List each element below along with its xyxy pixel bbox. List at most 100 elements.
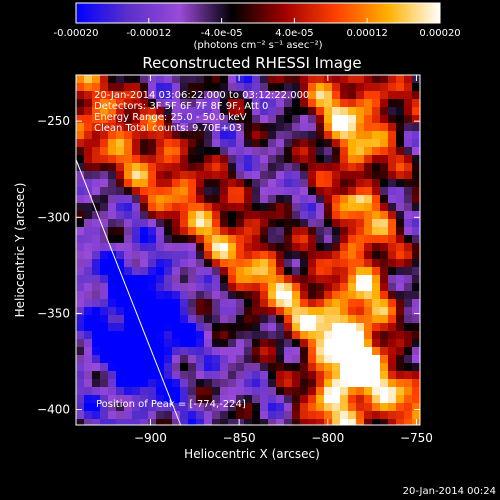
- heatmap-cell: [156, 387, 165, 396]
- heatmap-cell: [196, 299, 205, 308]
- heatmap-cell: [156, 315, 165, 324]
- heatmap-cell: [188, 307, 197, 316]
- heatmap-cell: [396, 411, 405, 420]
- heatmap-cell: [84, 155, 93, 164]
- heatmap-cell: [148, 83, 157, 92]
- heatmap-cell: [132, 283, 141, 292]
- heatmap-cell: [276, 187, 285, 196]
- heatmap-cell: [124, 307, 133, 316]
- heatmap-cell: [196, 307, 205, 316]
- heatmap-cell: [228, 315, 237, 324]
- heatmap-cell: [292, 235, 301, 244]
- heatmap-cell: [284, 275, 293, 284]
- heatmap-cell: [396, 371, 405, 380]
- heatmap-cell: [236, 411, 245, 420]
- heatmap-cell: [116, 211, 125, 220]
- heatmap-cell: [196, 203, 205, 212]
- heatmap-cell: [196, 363, 205, 372]
- heatmap-cell: [140, 251, 149, 260]
- heatmap-cell: [148, 371, 157, 380]
- heatmap-cell: [196, 91, 205, 100]
- heatmap-cell: [116, 419, 125, 425]
- heatmap-cell: [348, 251, 357, 260]
- heatmap-cell: [204, 243, 213, 252]
- heatmap-cell: [348, 243, 357, 252]
- heatmap-cell: [276, 267, 285, 276]
- heatmap-cell: [252, 83, 261, 92]
- heatmap-cell: [276, 323, 285, 332]
- heatmap-cell: [180, 147, 189, 156]
- heatmap-cell: [388, 291, 397, 300]
- heatmap-cell: [172, 83, 181, 92]
- heatmap-cell: [340, 203, 349, 212]
- heatmap-cell: [188, 235, 197, 244]
- heatmap-cell: [236, 275, 245, 284]
- heatmap-cell: [236, 371, 245, 380]
- heatmap-cell: [84, 371, 93, 380]
- heatmap-cell: [292, 195, 301, 204]
- heatmap-cell: [220, 315, 229, 324]
- heatmap-cell: [212, 387, 221, 396]
- heatmap-cell: [356, 339, 365, 348]
- heatmap-cell: [108, 131, 117, 140]
- heatmap-cell: [220, 387, 229, 396]
- heatmap-cell: [172, 251, 181, 260]
- heatmap-cell: [300, 91, 309, 100]
- heatmap-cell: [212, 379, 221, 388]
- heatmap-cell: [324, 395, 333, 404]
- heatmap-cell: [76, 323, 85, 332]
- heatmap-cell: [228, 387, 237, 396]
- heatmap-cell: [356, 227, 365, 236]
- heatmap-cell: [140, 171, 149, 180]
- heatmap-cell: [244, 315, 253, 324]
- heatmap-cell: [180, 355, 189, 364]
- heatmap-cell: [116, 347, 125, 356]
- heatmap-cell: [332, 283, 341, 292]
- heatmap-cell: [324, 371, 333, 380]
- colorbar-tick-label: 0.00012: [347, 28, 388, 39]
- heatmap-cell: [220, 195, 229, 204]
- heatmap-cell: [364, 275, 373, 284]
- heatmap-cell: [380, 323, 389, 332]
- heatmap-cell: [260, 291, 269, 300]
- heatmap-cell: [396, 219, 405, 228]
- heatmap-cell: [372, 99, 381, 108]
- heatmap-cell: [220, 227, 229, 236]
- heatmap-cell: [284, 347, 293, 356]
- heatmap-cell: [108, 339, 117, 348]
- heatmap-cell: [252, 107, 261, 116]
- heatmap-cell: [372, 267, 381, 276]
- heatmap-cell: [308, 275, 317, 284]
- heatmap-cell: [340, 171, 349, 180]
- heatmap-cell: [108, 195, 117, 204]
- heatmap-cell: [260, 91, 269, 100]
- heatmap-cell: [236, 299, 245, 308]
- heatmap-cell: [196, 99, 205, 108]
- heatmap-cell: [196, 219, 205, 228]
- heatmap-cell: [124, 211, 133, 220]
- heatmap-cell: [212, 275, 221, 284]
- heatmap-cell: [212, 355, 221, 364]
- heatmap-cell: [332, 91, 341, 100]
- heatmap-cell: [108, 155, 117, 164]
- heatmap-cell: [388, 179, 397, 188]
- heatmap-cell: [308, 131, 317, 140]
- heatmap-cell: [388, 187, 397, 196]
- heatmap-cell: [164, 379, 173, 388]
- heatmap-cell: [228, 419, 237, 425]
- heatmap-cell: [412, 379, 420, 388]
- heatmap-cell: [236, 147, 245, 156]
- heatmap-cell: [220, 283, 229, 292]
- heatmap-cell: [324, 203, 333, 212]
- heatmap-cell: [76, 147, 85, 156]
- heatmap-cell: [284, 299, 293, 308]
- heatmap-cell: [100, 243, 109, 252]
- heatmap-cell: [116, 243, 125, 252]
- heatmap-cell: [164, 363, 173, 372]
- heatmap-cell: [212, 331, 221, 340]
- heatmap-cell: [172, 163, 181, 172]
- heatmap-cell: [396, 187, 405, 196]
- heatmap-cell: [84, 131, 93, 140]
- heatmap-cell: [412, 155, 420, 164]
- heatmap-cell: [372, 163, 381, 172]
